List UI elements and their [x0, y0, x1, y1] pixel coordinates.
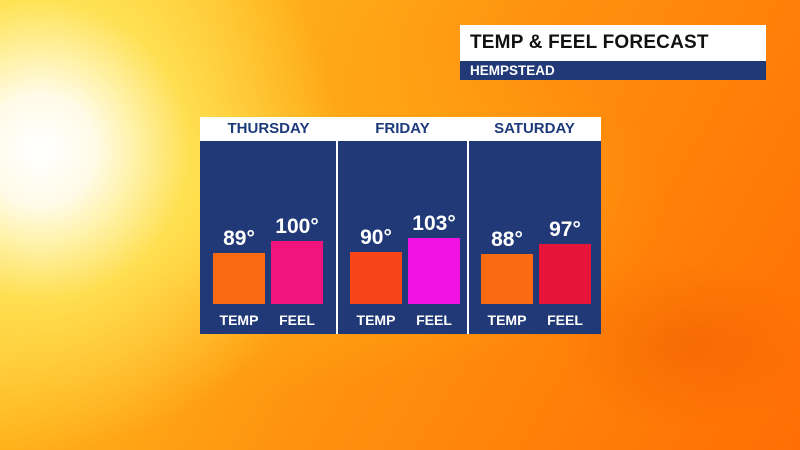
day-header-row: THURSDAY FRIDAY SATURDAY — [200, 117, 601, 141]
value-label-thursday-feel: 100° — [275, 215, 319, 238]
day-label-friday: FRIDAY — [375, 120, 430, 137]
title-box: TEMP & FEEL FORECAST HEMPSTEAD — [460, 25, 766, 80]
chart-title: TEMP & FEEL FORECAST — [460, 25, 766, 60]
day-label-thursday: THURSDAY — [227, 120, 310, 137]
category-label-temp: TEMP — [487, 312, 527, 328]
bar-thursday-temp — [213, 252, 265, 304]
bar-saturday-temp — [481, 253, 533, 304]
day-label-saturday: SATURDAY — [494, 120, 575, 137]
category-label-feel: FEEL — [279, 312, 315, 328]
value-label-thursday-temp: 89° — [223, 226, 255, 250]
bar-friday-feel — [408, 237, 460, 304]
category-label-feel: FEEL — [416, 312, 452, 328]
value-label-friday-feel: 103° — [412, 211, 456, 235]
location-label: HEMPSTEAD — [460, 60, 766, 80]
bar-thursday-feel — [271, 241, 323, 304]
bar-saturday-feel — [539, 244, 591, 304]
value-label-saturday-temp: 88° — [491, 227, 523, 251]
panel-divider — [467, 141, 469, 334]
bar-friday-temp — [350, 251, 402, 304]
panel-divider — [336, 141, 338, 334]
category-label-feel: FEEL — [547, 312, 583, 328]
category-label-temp: TEMP — [356, 312, 396, 328]
forecast-panels: 89° TEMP 100° FEEL 90° TEMP 103° FEEL 88° TEMP 97°… — [200, 141, 601, 334]
forecast-chart: THURSDAY FRIDAY SATURDAY 89° TEMP 100° FEEL 90… — [200, 117, 601, 334]
value-label-saturday-feel: 97° — [549, 218, 581, 242]
category-label-temp: TEMP — [219, 312, 259, 328]
value-label-friday-temp: 90° — [360, 225, 392, 249]
